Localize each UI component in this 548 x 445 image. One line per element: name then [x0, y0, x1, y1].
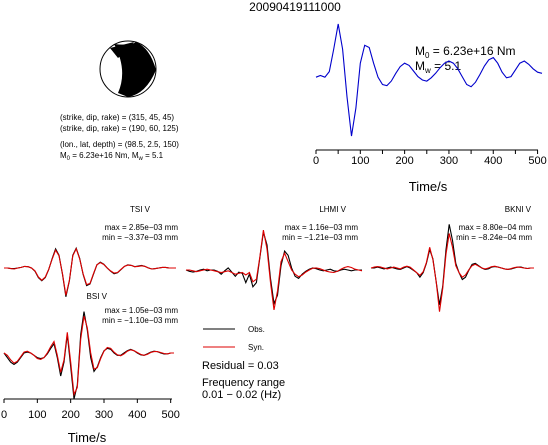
- axis-tick-label: 500: [161, 409, 179, 421]
- station-BSI: BSI V max = 1.05e−03 mm min = −1.10e−03 …: [87, 292, 179, 325]
- station-min: min = −1.10e−03 mm: [102, 316, 178, 325]
- legend-syn-label: Syn.: [248, 343, 264, 352]
- stf-x-axis-label: Time/s: [409, 179, 448, 194]
- station-min: min = −3.37e−03 mm: [102, 233, 178, 242]
- station-name: TSI V: [130, 205, 151, 214]
- waveform-BKNI: [370, 224, 534, 312]
- station-max: max = 1.16e−03 mm: [285, 223, 359, 232]
- nodal-plane-2: (strike, dip, rake) = (190, 60, 125): [60, 124, 179, 133]
- waveform-TSI: [4, 246, 176, 297]
- stf-tick-label: 200: [395, 155, 413, 167]
- stf-tick-label: 300: [440, 155, 458, 167]
- residual-label: Residual = 0.03: [202, 360, 279, 372]
- frequency-range-value: 0.01 − 0.02 (Hz): [202, 389, 281, 401]
- stf-tick-label: 100: [351, 155, 369, 167]
- source-time-function-panel: 0 100 200 300 400 500 Time/s M0 = 6.23e+16 Nm…: [313, 44, 547, 194]
- observed-trace: [185, 232, 362, 306]
- waveform-BSI: [3, 311, 174, 400]
- frequency-range-label: Frequency range: [202, 377, 285, 389]
- observed-trace: [4, 246, 176, 297]
- focal-mechanism-beachball: [99, 40, 157, 98]
- station-name: BKNI V: [505, 205, 532, 214]
- stf-magnitude-label: Mw = 5.1: [415, 59, 461, 75]
- synthetic-trace: [186, 229, 363, 311]
- station-min: min = −8.24e−04 mm: [456, 233, 532, 242]
- source-params: (strike, dip, rake) = (315, 45, 45) (str…: [60, 113, 179, 162]
- legend: Obs. Syn.: [203, 325, 265, 352]
- station-max: max = 2.85e−03 mm: [105, 223, 179, 232]
- moment-magnitude-line: M0 = 6.23e+16 Nm, Mw = 5.1: [60, 151, 164, 162]
- station-min: min = −1.21e−03 mm: [282, 233, 358, 242]
- stf-line: [315, 23, 543, 137]
- axis-tick-label: 300: [95, 409, 113, 421]
- axis-tick-label: 100: [28, 409, 46, 421]
- station-LHMI: LHMI V max = 1.16e−03 mm min = −1.21e−03…: [282, 205, 358, 242]
- location-depth: (lon., lat, depth) = (98.5, 2.5, 150): [60, 140, 179, 149]
- legend-obs-label: Obs.: [248, 325, 265, 334]
- stf-waveform: [315, 23, 543, 137]
- stf-tick-label: 400: [484, 155, 502, 167]
- waveform-x-axis-label: Time/s: [68, 430, 107, 445]
- synthetic-trace: [4, 247, 176, 296]
- event-title: 20090419111000: [249, 0, 341, 14]
- synthetic-trace: [3, 316, 174, 397]
- station-max: max = 1.05e−03 mm: [105, 306, 179, 315]
- axis-tick-label: 0: [1, 409, 7, 421]
- stf-moment-label: M0 = 6.23e+16 Nm: [415, 44, 516, 60]
- stf-x-axis: 0 100 200 300 400 500: [313, 149, 547, 167]
- station-TSI: TSI V max = 2.85e−03 mm min = −3.37e−03 …: [102, 205, 178, 242]
- station-name: LHMI V: [319, 205, 346, 214]
- synthetic-trace: [370, 233, 534, 312]
- stf-tick-label: 500: [528, 155, 546, 167]
- station-max: max = 8.80e−04 mm: [459, 223, 533, 232]
- station-BKNI: BKNI V max = 8.80e−04 mm min = −8.24e−04…: [456, 205, 532, 242]
- axis-tick-label: 200: [61, 409, 79, 421]
- waveform-x-axis: 0 100 200 300 400 500: [1, 398, 180, 421]
- waveform-LHMI: [185, 229, 363, 311]
- station-name: BSI V: [87, 292, 108, 301]
- nodal-plane-1: (strike, dip, rake) = (315, 45, 45): [60, 113, 174, 122]
- stf-tick-label: 0: [313, 155, 319, 167]
- axis-tick-label: 400: [128, 409, 146, 421]
